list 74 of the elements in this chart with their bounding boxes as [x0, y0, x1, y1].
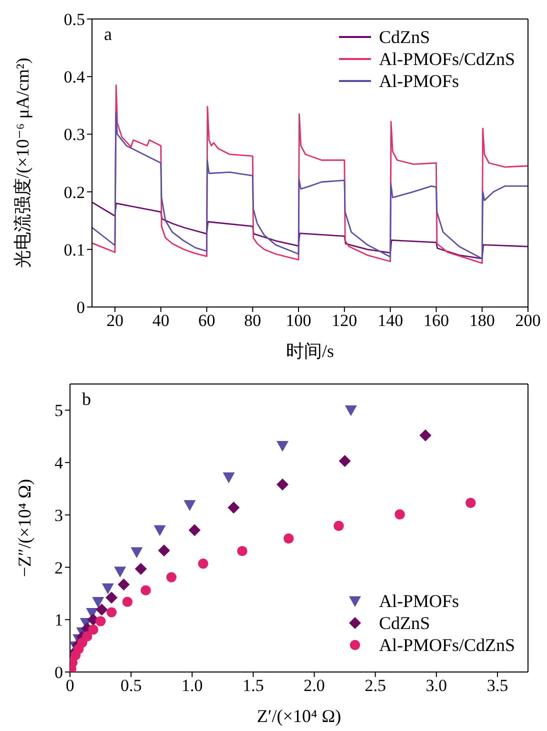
y-tick-label: 3: [54, 506, 63, 525]
point: [92, 597, 104, 608]
point: [130, 547, 143, 558]
x-tick-label: 200: [515, 311, 541, 330]
y-tick-label: 2: [54, 558, 63, 578]
point: [134, 562, 147, 575]
point: [188, 524, 201, 536]
point: [198, 558, 208, 569]
y-tick-label: 0.4: [64, 68, 86, 87]
point: [276, 440, 289, 452]
point: [276, 478, 289, 491]
legend-label: CdZnS: [378, 612, 430, 634]
legend-label: Al-PMOFs: [378, 590, 459, 612]
x-tick-label: 40: [152, 311, 170, 330]
point: [338, 454, 351, 467]
x-tick-label: 80: [244, 311, 262, 330]
x-tick-label: 180: [469, 311, 495, 330]
x-axis-title: Z′/(×10⁴ Ω): [256, 706, 342, 726]
x-tick-label: 120: [332, 311, 358, 330]
x-tick-label: 1.5: [242, 676, 264, 696]
legend-label: Al-PMOFs/CdZnS: [378, 634, 515, 656]
point: [344, 405, 357, 416]
y-axis-title: −Z″/(×10⁴ Ω): [14, 479, 34, 577]
point: [465, 498, 476, 508]
x-tick-label: 1.0: [182, 676, 203, 696]
x-tick-label: 2.5: [364, 676, 386, 696]
point: [140, 585, 151, 596]
x-tick-label: 3.0: [426, 676, 448, 696]
y-tick-label: 5: [54, 401, 63, 420]
point: [102, 583, 114, 594]
point: [237, 546, 248, 556]
legend-label: Al-PMOFs/CdZnS: [378, 48, 515, 70]
point: [154, 525, 166, 536]
y-tick-label: 0.3: [64, 125, 85, 144]
y-tick-label: 1: [54, 610, 63, 630]
point: [158, 544, 170, 557]
point: [184, 500, 196, 511]
x-tick-label: 3.5: [486, 676, 508, 696]
annotation: a: [104, 24, 112, 45]
line-series: [92, 201, 528, 260]
y-tick-label: 4: [54, 454, 64, 473]
point: [96, 604, 108, 616]
x-tick-label: 160: [423, 311, 449, 330]
legend-label: Al-PMOFs: [378, 70, 459, 92]
point: [284, 533, 294, 544]
line-series: [92, 112, 528, 260]
point: [122, 596, 133, 607]
point: [95, 616, 106, 626]
point: [88, 624, 98, 635]
point: [106, 592, 118, 604]
x-tick-label: 2.0: [304, 676, 325, 696]
y-tick-label: 0.1: [64, 240, 85, 260]
x-tick-label: 0.5: [120, 676, 142, 696]
point: [334, 520, 344, 532]
legend-label: CdZnS: [378, 26, 430, 48]
x-tick-label: 20: [106, 311, 124, 330]
y-tick-label: 0: [76, 298, 85, 318]
point: [228, 502, 240, 514]
point: [166, 572, 176, 582]
y-tick-label: 0.2: [64, 182, 85, 202]
y-axis-title: 光电流强度/(×10⁻⁶ μA/cm²): [12, 58, 32, 268]
x-axis-title: 时间/s: [286, 341, 334, 361]
point: [222, 472, 235, 484]
x-tick-label: 100: [286, 311, 312, 330]
annotation: b: [82, 389, 91, 410]
point: [394, 509, 405, 520]
point: [114, 566, 126, 578]
point: [419, 429, 432, 442]
x-tick-label: 140: [378, 311, 404, 330]
point: [118, 578, 130, 591]
y-tick-label: 0.5: [64, 10, 85, 30]
point: [106, 607, 117, 618]
x-tick-label: 60: [198, 311, 216, 330]
y-tick-label: 0: [54, 663, 63, 682]
